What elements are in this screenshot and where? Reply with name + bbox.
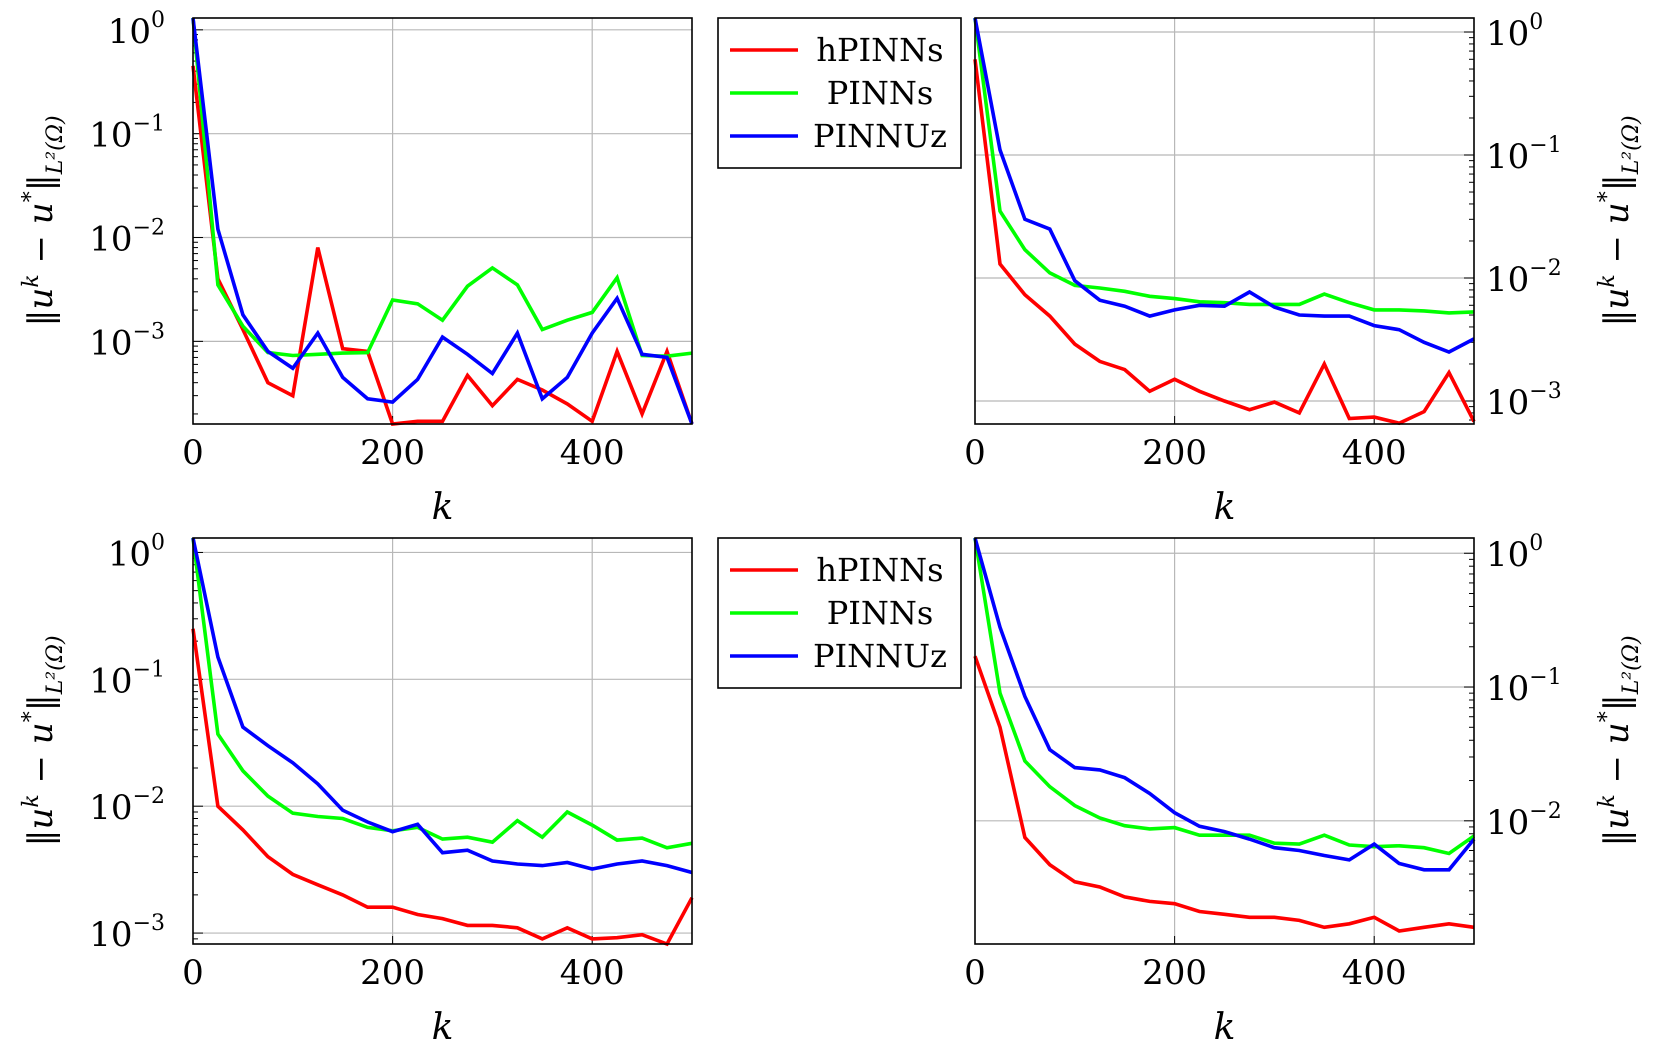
y-tick-label: 10−2 xyxy=(1486,256,1562,300)
y-tick-label: 100 xyxy=(1486,10,1543,54)
y-tick-label: 100 xyxy=(108,530,165,574)
y-axis-label: ‖uk − u*‖L²(Ω) xyxy=(1595,635,1644,846)
legend: hPINNs PINNs PINNUz xyxy=(717,17,962,169)
x-axis-label: k xyxy=(432,487,454,528)
series-line-hpinns xyxy=(973,655,1475,933)
series-line-pinns xyxy=(191,537,693,850)
y-tick-label: 10−3 xyxy=(89,319,165,363)
grid-lines xyxy=(193,18,692,424)
x-tick-label: 0 xyxy=(964,953,986,993)
x-tick-label: 200 xyxy=(360,433,425,473)
legend-label-pinns: PINNs xyxy=(827,74,934,112)
x-tick-label: 200 xyxy=(1142,953,1207,993)
y-tick-label: 10−3 xyxy=(89,911,165,955)
series-line-hpinns xyxy=(191,628,694,947)
grid-lines xyxy=(975,538,1474,944)
y-tick-label: 10−1 xyxy=(1486,665,1562,709)
panels-layer: 0 200 400 100 10−1 10−2 10−3 k ‖uk − u*‖L²(Ω) 0 20… xyxy=(19,8,1644,1048)
x-axis-label: k xyxy=(1214,1007,1236,1048)
series-line-hpinns xyxy=(191,65,694,426)
plot-frame xyxy=(974,17,1475,425)
y-tick-label: 10−1 xyxy=(89,112,165,156)
plot-frame xyxy=(192,537,693,945)
series-line-pinnuz xyxy=(191,17,694,425)
y-tick-label: 10−2 xyxy=(89,216,165,260)
series-line-hpinns xyxy=(973,59,1476,426)
series-line-pinnuz xyxy=(191,537,693,875)
y-axis-label: ‖uk − u*‖L²(Ω) xyxy=(19,115,68,326)
x-tick-label: 400 xyxy=(560,953,625,993)
plot-frame xyxy=(974,537,1475,945)
x-axis-label: k xyxy=(1214,487,1236,528)
series-line-pinnuz xyxy=(973,17,1475,354)
legend-label-hpinns: hPINNs xyxy=(816,31,943,69)
y-tick-label: 10−1 xyxy=(1486,133,1562,177)
x-tick-label: 0 xyxy=(182,433,204,473)
y-tick-label: 100 xyxy=(108,8,165,52)
chart-panel-bottom-right: 0 200 400 100 10−1 10−2 k ‖uk − u*‖L²(Ω) xyxy=(964,531,1644,1048)
y-tick-label: 10−3 xyxy=(1486,379,1562,423)
y-axis-label: ‖uk − u*‖L²(Ω) xyxy=(19,635,68,846)
grid-lines xyxy=(975,18,1474,424)
y-tick-label: 10−2 xyxy=(1486,799,1562,843)
x-tick-label: 400 xyxy=(560,433,625,473)
grid-lines xyxy=(193,538,692,944)
legend: hPINNs PINNs PINNUz xyxy=(717,537,962,689)
legend-label-pinnuz: PINNUz xyxy=(813,117,947,155)
x-tick-label: 200 xyxy=(1142,433,1207,473)
y-axis-label: ‖uk − u*‖L²(Ω) xyxy=(1595,115,1644,326)
y-tick-label: 100 xyxy=(1486,531,1543,575)
plot-frame xyxy=(192,17,693,425)
series-line-pinns xyxy=(973,17,1475,315)
chart-panel-top-right: 0 200 400 100 10−1 10−2 10−3 k ‖uk − u*‖L²(Ω) xyxy=(964,10,1644,528)
x-tick-label: 0 xyxy=(964,433,986,473)
chart-panel-top-left: 0 200 400 100 10−1 10−2 10−3 k ‖uk − u*‖L²(Ω) xyxy=(19,8,694,528)
x-tick-label: 400 xyxy=(1342,433,1407,473)
legend-label-pinnuz: PINNUz xyxy=(813,637,947,675)
x-tick-label: 400 xyxy=(1342,953,1407,993)
y-tick-label: 10−1 xyxy=(89,657,165,701)
x-tick-label: 0 xyxy=(182,953,204,993)
legend-label-pinns: PINNs xyxy=(827,594,934,632)
chart-panel-bottom-left: 0 200 400 100 10−1 10−2 10−3 k ‖uk − u*‖L²(Ω) xyxy=(19,530,694,1048)
legend-label-hpinns: hPINNs xyxy=(816,551,943,589)
y-tick-label: 10−2 xyxy=(89,784,165,828)
series-line-pinns xyxy=(973,537,1476,856)
series-line-pinns xyxy=(191,17,693,359)
x-axis-label: k xyxy=(432,1007,454,1048)
series-line-pinnuz xyxy=(973,537,1476,872)
x-tick-label: 200 xyxy=(360,953,425,993)
